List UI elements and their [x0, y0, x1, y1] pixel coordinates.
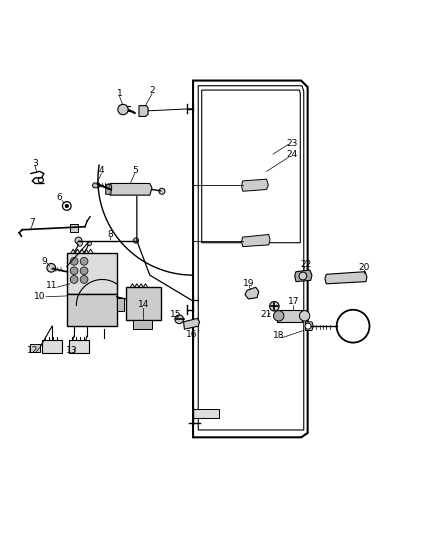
Polygon shape — [106, 184, 112, 195]
Bar — [67, 294, 117, 326]
Bar — [67, 253, 117, 294]
Circle shape — [299, 272, 307, 280]
Bar — [277, 310, 303, 322]
Circle shape — [70, 267, 78, 274]
Polygon shape — [241, 235, 270, 247]
Text: 19: 19 — [243, 279, 254, 288]
Text: 7: 7 — [29, 218, 35, 227]
Circle shape — [134, 238, 138, 243]
Bar — [68, 340, 89, 353]
Text: 12: 12 — [26, 346, 38, 356]
Text: 8: 8 — [107, 230, 113, 239]
Circle shape — [65, 204, 68, 208]
Circle shape — [305, 323, 311, 329]
Polygon shape — [245, 287, 259, 299]
Bar — [117, 298, 124, 311]
Text: 5: 5 — [132, 166, 138, 175]
Bar — [133, 320, 152, 329]
Polygon shape — [295, 270, 312, 281]
Text: 18: 18 — [273, 331, 284, 340]
Bar — [70, 224, 78, 232]
Polygon shape — [325, 272, 367, 284]
Polygon shape — [193, 409, 219, 418]
Text: 13: 13 — [66, 346, 78, 356]
Text: 6: 6 — [56, 193, 62, 202]
Circle shape — [70, 276, 78, 284]
Polygon shape — [241, 179, 268, 191]
Polygon shape — [108, 183, 152, 195]
Polygon shape — [184, 318, 200, 329]
Text: 21: 21 — [260, 310, 272, 319]
Circle shape — [300, 311, 310, 321]
Circle shape — [118, 104, 128, 115]
Text: 17: 17 — [288, 297, 299, 306]
Circle shape — [47, 263, 56, 272]
Text: 24: 24 — [286, 150, 297, 159]
Polygon shape — [305, 322, 313, 330]
Text: 11: 11 — [46, 281, 57, 290]
Bar — [126, 287, 161, 320]
Text: 22: 22 — [300, 260, 311, 269]
Text: 20: 20 — [358, 263, 370, 272]
Polygon shape — [92, 183, 100, 188]
Text: 15: 15 — [170, 310, 181, 319]
Circle shape — [70, 257, 78, 265]
Circle shape — [80, 276, 88, 284]
Circle shape — [270, 302, 279, 311]
Circle shape — [80, 267, 88, 274]
Circle shape — [159, 188, 165, 195]
Text: 23: 23 — [286, 139, 297, 148]
Text: 10: 10 — [34, 292, 45, 301]
Circle shape — [75, 237, 82, 244]
Bar — [42, 340, 63, 353]
Text: 2: 2 — [149, 86, 155, 95]
Text: 1: 1 — [117, 89, 122, 98]
Bar — [30, 344, 40, 352]
Text: 14: 14 — [138, 300, 149, 309]
Text: 3: 3 — [32, 159, 38, 168]
Circle shape — [80, 257, 88, 265]
Text: 16: 16 — [187, 330, 198, 340]
Polygon shape — [139, 106, 148, 116]
Circle shape — [87, 241, 92, 246]
Circle shape — [273, 311, 284, 321]
Text: 9: 9 — [41, 257, 47, 266]
Text: 4: 4 — [99, 166, 104, 175]
Circle shape — [175, 315, 184, 324]
Circle shape — [77, 241, 82, 246]
